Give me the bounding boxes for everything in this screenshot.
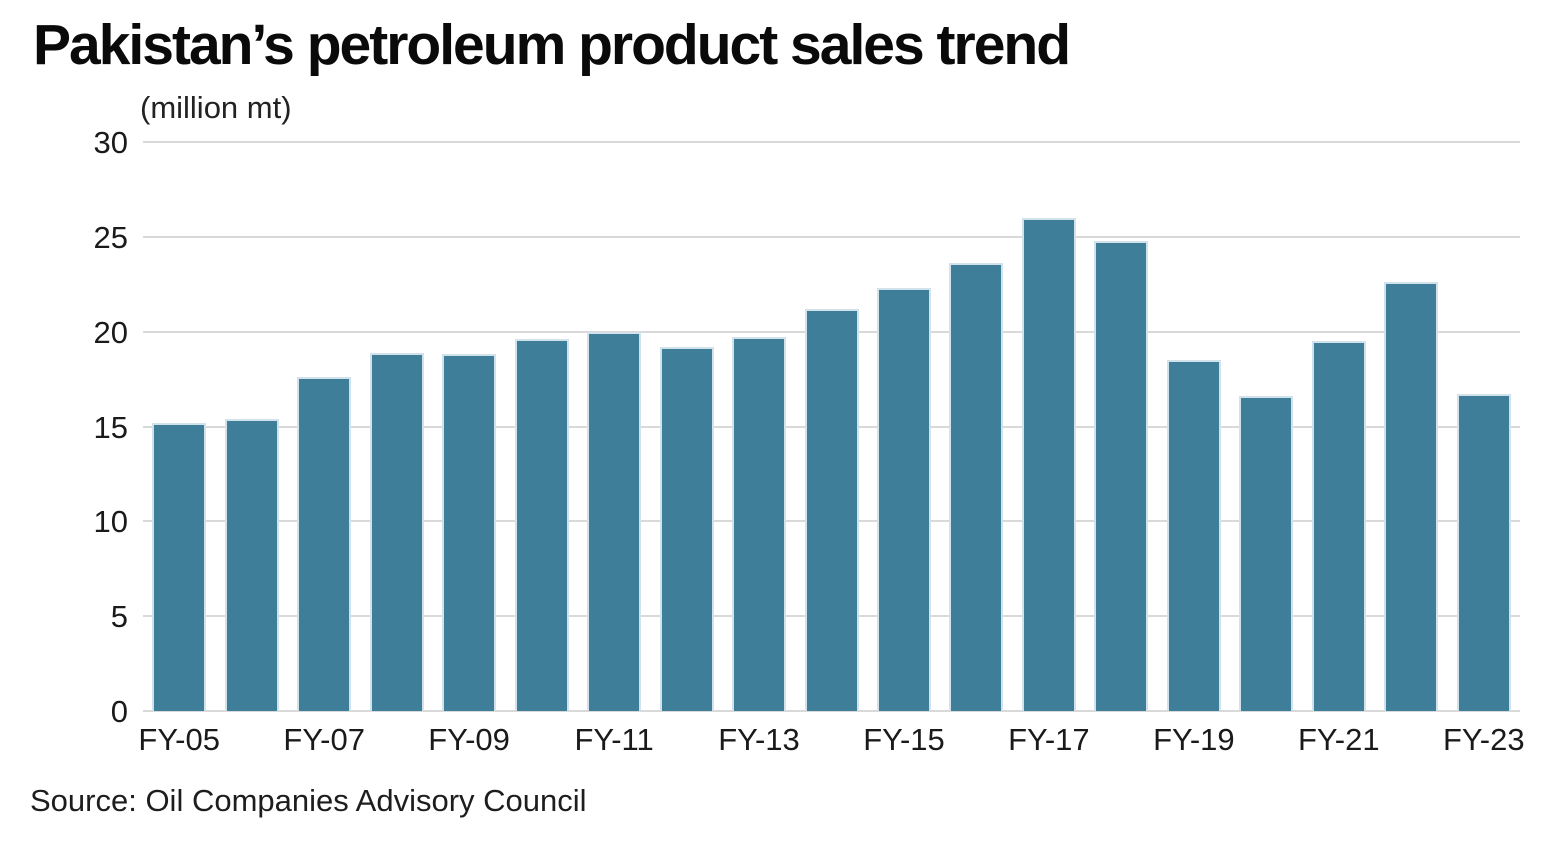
bar-FY-10: [514, 339, 569, 711]
bar-FY-14: [804, 308, 859, 711]
bar-FY-05: [152, 422, 207, 711]
bar-FY-23: [1456, 394, 1511, 711]
bar-FY-19: [1166, 360, 1221, 711]
bar-FY-11: [587, 331, 642, 711]
gridline-y-0: [143, 710, 1520, 712]
y-tick-label-10: 10: [93, 504, 128, 540]
bar-FY-16: [949, 263, 1004, 711]
bar-FY-20: [1239, 396, 1294, 711]
chart-unit-label: (million mt): [140, 90, 292, 125]
gridline-y-30: [143, 141, 1520, 143]
x-tick-label-FY-19: FY-19: [1153, 722, 1235, 757]
y-tick-label-5: 5: [110, 599, 128, 635]
y-tick-label-20: 20: [93, 314, 128, 350]
source-note: Source: Oil Companies Advisory Council: [30, 783, 587, 818]
bar-FY-12: [659, 346, 714, 711]
x-tick-label-FY-15: FY-15: [863, 722, 945, 757]
bar-FY-06: [224, 418, 279, 711]
bar-FY-07: [297, 377, 352, 711]
x-tick-label-FY-21: FY-21: [1298, 722, 1380, 757]
x-tick-label-FY-05: FY-05: [138, 722, 220, 757]
y-tick-label-0: 0: [110, 694, 128, 729]
gridline-y-25: [143, 235, 1520, 238]
x-tick-label-FY-17: FY-17: [1008, 722, 1090, 757]
bar-FY-09: [442, 354, 497, 711]
x-tick-label-FY-11: FY-11: [574, 722, 654, 757]
x-tick-label-FY-07: FY-07: [283, 722, 365, 757]
x-tick-label-FY-23: FY-23: [1443, 722, 1525, 757]
x-tick-label-FY-09: FY-09: [428, 722, 510, 757]
bar-FY-08: [369, 352, 424, 711]
y-tick-label-15: 15: [93, 409, 128, 445]
bar-FY-21: [1311, 341, 1366, 711]
y-tick-label-30: 30: [93, 125, 128, 160]
bar-FY-17: [1021, 217, 1076, 711]
y-tick-label-25: 25: [93, 219, 128, 255]
bar-FY-18: [1094, 240, 1149, 711]
x-tick-label-FY-13: FY-13: [718, 722, 800, 757]
bar-FY-22: [1384, 282, 1439, 711]
bar-FY-15: [877, 288, 931, 711]
chart-title: Pakistan’s petroleum product sales trend: [33, 13, 1071, 77]
plot-area: [143, 141, 1520, 712]
bar-FY-13: [732, 337, 786, 711]
